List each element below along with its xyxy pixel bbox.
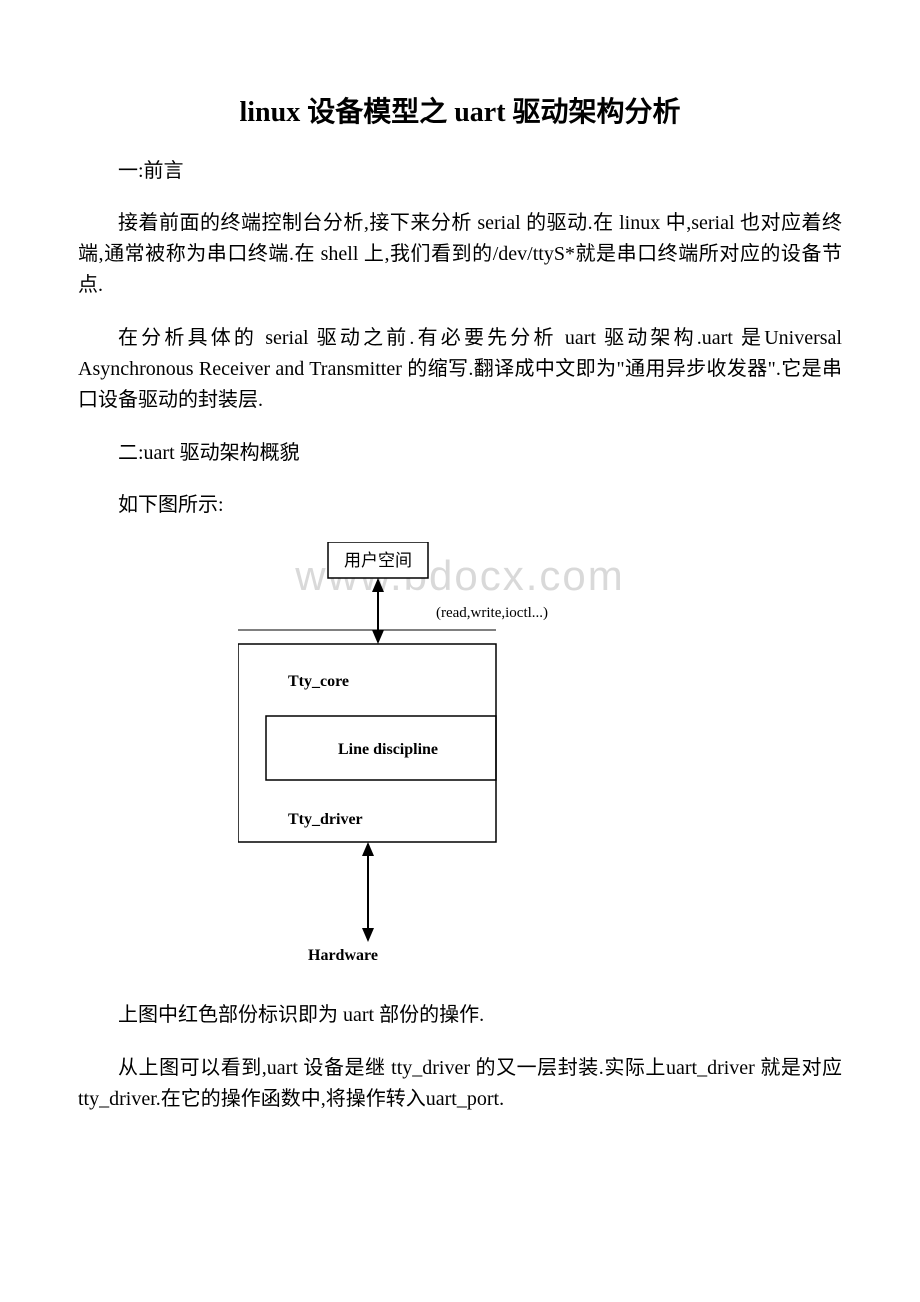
- svg-text:Tty_core: Tty_core: [288, 673, 349, 690]
- svg-text:Tty_driver: Tty_driver: [288, 811, 363, 828]
- paragraph-4: 从上图可以看到,uart 设备是继 tty_driver 的又一层封装.实际上u…: [78, 1053, 842, 1115]
- paragraph-3: 上图中红色部份标识即为 uart 部份的操作.: [78, 1000, 842, 1031]
- document-body: linux 设备模型之 uart 驱动架构分析 一:前言 接着前面的终端控制台分…: [78, 90, 842, 1115]
- svg-text:(read,write,ioctl...): (read,write,ioctl...): [436, 605, 548, 621]
- section-2-heading: 二:uart 驱动架构概貌: [78, 438, 842, 468]
- svg-text:用户空间: 用户空间: [344, 551, 412, 570]
- svg-text:Hardware: Hardware: [308, 947, 378, 964]
- paragraph-1: 接着前面的终端控制台分析,接下来分析 serial 的驱动.在 linux 中,…: [78, 208, 842, 301]
- paragraph-2: 在分析具体的 serial 驱动之前.有必要先分析 uart 驱动架构.uart…: [78, 323, 842, 416]
- section-1-heading: 一:前言: [78, 156, 842, 186]
- architecture-diagram: 用户空间 (read,write,ioctl...) Tty_core Line di…: [238, 542, 588, 982]
- section-2-sub: 如下图所示:: [78, 490, 842, 520]
- page-title: linux 设备模型之 uart 驱动架构分析: [78, 90, 842, 130]
- svg-text:Line discipline: Line discipline: [338, 741, 438, 758]
